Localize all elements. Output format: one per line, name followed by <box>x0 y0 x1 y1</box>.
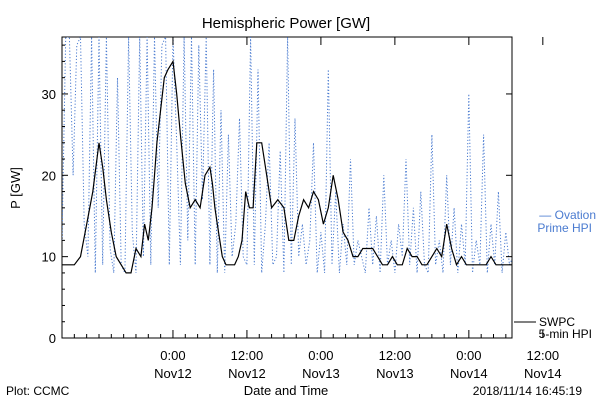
y-axis-label: P [GW] <box>8 167 23 209</box>
y-tick-label: 30 <box>42 87 56 102</box>
x-tick-time: 0:00 <box>456 348 481 363</box>
legend-ovation-line1: — Ovation <box>539 208 596 222</box>
x-tick-time: 12:00 <box>231 348 264 363</box>
x-tick-time: 0:00 <box>308 348 333 363</box>
footer-source: Plot: CCMC <box>6 384 70 398</box>
footer-timestamp: 2018/11/14 16:45:19 <box>473 384 583 398</box>
tick-layer: 0 10 20 30 0:00 Nov12 12:00 Nov12 0:00 Nov13 12:00… <box>42 37 562 381</box>
legend-swpc-line2: 5-min HPI <box>539 327 592 341</box>
x-axis-label: Date and Time <box>244 383 329 398</box>
x-tick-date: Nov13 <box>302 366 340 381</box>
series-layer <box>62 37 512 274</box>
plot-frame <box>61 36 513 339</box>
series-line-ovation <box>62 37 512 274</box>
x-tick-date: Nov12 <box>154 366 192 381</box>
x-tick-time: 12:00 <box>379 348 412 363</box>
x-tick-time: 12:00 <box>527 348 560 363</box>
legend-swpc-line1: SWPC <box>539 315 575 329</box>
legend-ovation-line2: Prime HPI <box>537 221 592 235</box>
y-tick-label: 10 <box>42 250 56 265</box>
x-tick-time: 0:00 <box>160 348 185 363</box>
x-tick-date: Nov14 <box>524 366 562 381</box>
x-tick-date: Nov13 <box>376 366 414 381</box>
y-tick-label: 20 <box>42 168 56 183</box>
x-tick-date: Nov12 <box>228 366 266 381</box>
series-line-swpc <box>62 59 512 274</box>
chart-title: Hemispheric Power [GW] <box>202 15 370 32</box>
plot-area: 0 10 20 30 0:00 Nov12 12:00 Nov12 0:00 Nov13 12:00… <box>42 36 562 381</box>
y-tick-label: 0 <box>49 331 56 346</box>
legend: — Ovation Prime HPI SWPC 5-min HPI <box>514 208 596 341</box>
x-tick-date: Nov14 <box>450 366 488 381</box>
